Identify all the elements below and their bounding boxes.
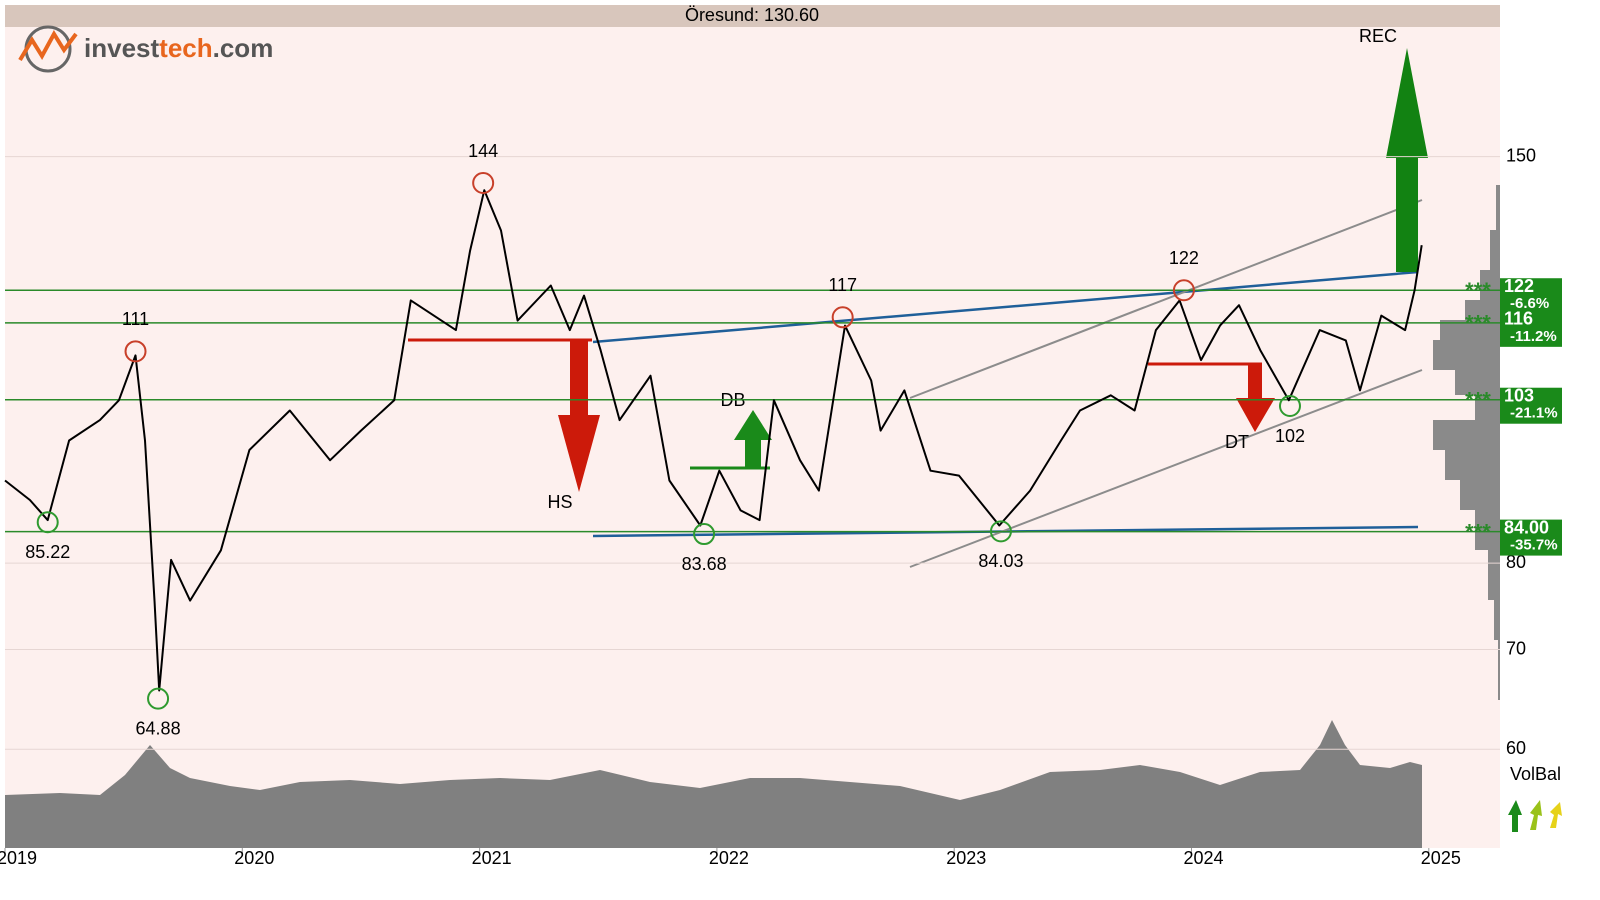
- extreme-label: 84.03: [978, 551, 1023, 571]
- title-bar: [5, 5, 1500, 27]
- volume-balance: [5, 720, 1422, 848]
- level-change: -21.1%: [1510, 405, 1558, 422]
- volume-profile: [1433, 185, 1500, 700]
- extreme-label: 111: [122, 309, 149, 329]
- extreme-label: 83.68: [682, 554, 727, 574]
- level-change: -35.7%: [1510, 537, 1558, 554]
- trend-line: [592, 270, 1419, 344]
- x-tick-label: 2023: [946, 848, 986, 868]
- logo: investtech.com: [18, 25, 273, 73]
- grid: [5, 156, 1500, 750]
- indicator-icon: [1530, 800, 1542, 830]
- y-tick-label: 70: [1506, 638, 1526, 658]
- logo-part: tech: [159, 33, 212, 63]
- x-tick-label: 2024: [1184, 848, 1224, 868]
- level-marker: ***: [1465, 519, 1491, 544]
- chart-title: Öresund: 130.60: [685, 5, 819, 25]
- level-box: [1500, 387, 1562, 424]
- x-tick-label: 2021: [472, 848, 512, 868]
- chart-layer: 60 70 80 150 2019 2020 2021 2022 2023 2024 2025 ***…: [0, 141, 1562, 868]
- indicator-icon: [1550, 802, 1562, 828]
- level-marker: ***: [1465, 388, 1491, 413]
- extreme-marker: [124, 340, 147, 363]
- channel-line: [909, 369, 1423, 568]
- logo-zigzag: [18, 30, 78, 62]
- x-tick-label: 2025: [1421, 848, 1461, 868]
- pattern-label: REC: [1359, 26, 1397, 46]
- x-tick-label: 2020: [234, 848, 274, 868]
- extreme-marker: [693, 523, 716, 546]
- level-box: [1500, 519, 1562, 556]
- y-tick-label: 80: [1506, 552, 1526, 572]
- y-tick-label: 150: [1506, 145, 1536, 165]
- x-tick-label: 2019: [0, 848, 37, 868]
- level-change: -6.6%: [1510, 295, 1549, 312]
- pattern-arrow: [734, 410, 772, 468]
- pattern-arrow: [1236, 364, 1275, 432]
- x-tick-label: 2022: [709, 848, 749, 868]
- extreme-marker: [147, 687, 170, 710]
- level-box: [1500, 310, 1562, 347]
- pattern-label: HS: [547, 492, 572, 512]
- pattern-label: DT: [1225, 432, 1249, 452]
- level-value: 103: [1504, 385, 1534, 405]
- logo-part: .com: [213, 33, 274, 63]
- extreme-label: 102: [1275, 426, 1305, 446]
- y-tick-label: 60: [1506, 738, 1526, 758]
- logo-text: investtech.com: [84, 33, 273, 63]
- extreme-label: 122: [1169, 248, 1199, 268]
- extreme-marker: [1172, 279, 1195, 302]
- channel-line: [909, 199, 1423, 399]
- extreme-marker: [36, 511, 59, 534]
- extreme-marker: [1278, 395, 1301, 418]
- extreme-marker: [989, 520, 1012, 543]
- level-value: 84.00: [1504, 517, 1549, 537]
- level-marker: ***: [1465, 278, 1491, 303]
- pattern-arrow: [1386, 48, 1428, 272]
- level-value: 122: [1504, 276, 1534, 296]
- indicator-icon: [1508, 800, 1522, 832]
- extreme-label: 117: [828, 275, 857, 295]
- extreme-label: 85.22: [25, 542, 70, 562]
- extreme-label: 64.88: [136, 718, 181, 738]
- level-change: -11.2%: [1510, 328, 1557, 345]
- level-marker: ***: [1465, 311, 1491, 336]
- price-line: [4, 189, 1423, 692]
- extreme-marker: [831, 306, 854, 329]
- level-value: 116: [1504, 309, 1533, 329]
- extreme-marker: [472, 172, 495, 195]
- logo-part: invest: [84, 33, 159, 63]
- level-box: [1500, 278, 1562, 315]
- extreme-label: 144: [468, 141, 498, 161]
- indicator-label: VolBal: [1510, 764, 1561, 784]
- pattern-arrow: [558, 340, 600, 492]
